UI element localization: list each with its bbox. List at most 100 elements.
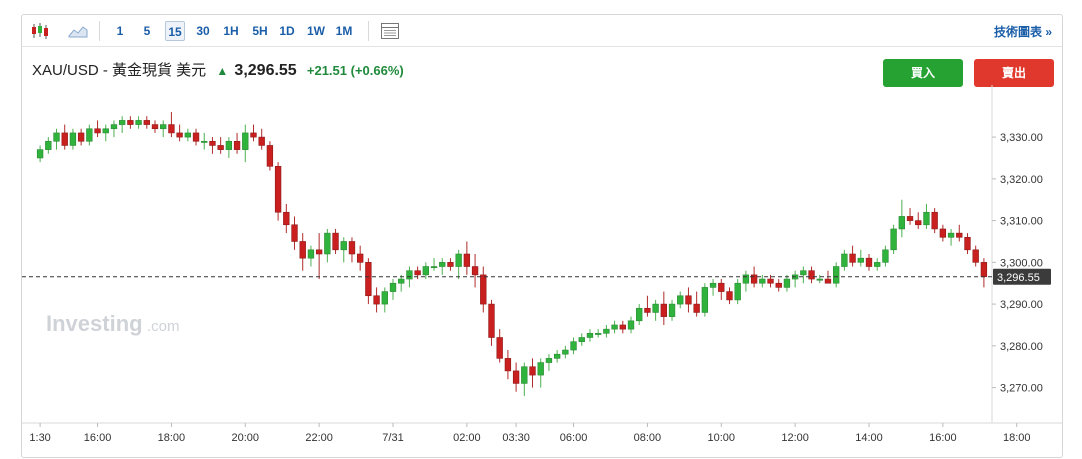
candle-body: [578, 337, 585, 342]
candle-body: [324, 232, 331, 255]
candle-body: [849, 253, 856, 263]
candle-body: [685, 295, 692, 305]
candle-body: [865, 257, 873, 267]
candle: [389, 279, 397, 300]
candle: [496, 329, 503, 363]
candle-body: [135, 120, 142, 125]
candle-body: [603, 328, 610, 334]
candle: [849, 245, 856, 267]
y-tick-label: 3,330.00: [1000, 132, 1043, 144]
candle: [348, 237, 356, 263]
timeframe-5[interactable]: 5: [143, 24, 151, 38]
timeframe-1m[interactable]: 1M: [335, 24, 353, 38]
sell-button[interactable]: 賣出: [974, 59, 1054, 87]
candle: [611, 320, 618, 334]
price-change: +21.51 (+0.66%): [306, 63, 404, 78]
candle-body: [447, 262, 454, 267]
candle-body: [274, 166, 282, 213]
buy-button[interactable]: 買入: [883, 59, 963, 87]
candle-body: [110, 124, 118, 130]
candle-body: [488, 303, 495, 338]
candle-body: [283, 211, 290, 226]
candle-body: [759, 278, 766, 284]
candle: [718, 279, 725, 300]
candle-body: [775, 282, 782, 288]
x-tick-label: 7/31: [382, 432, 403, 444]
candle-body: [890, 228, 897, 251]
candle: [184, 128, 191, 142]
timeframe-30[interactable]: 30: [196, 24, 210, 38]
candle: [726, 287, 733, 305]
x-tick-label: 1:30: [29, 432, 50, 444]
candlestick-icon[interactable]: [29, 21, 51, 41]
candle: [94, 120, 101, 138]
technical-chart-link[interactable]: 技術圖表 »: [993, 25, 1052, 39]
table-view-icon[interactable]: [379, 21, 401, 41]
timeframe-1w[interactable]: 1W: [307, 24, 325, 38]
candle-body: [767, 278, 774, 284]
candle: [537, 358, 544, 388]
candle: [750, 266, 758, 288]
timeframe-5h[interactable]: 5H: [252, 24, 268, 38]
candle: [660, 291, 668, 325]
candle: [168, 112, 175, 138]
x-tick-label: 20:00: [232, 432, 260, 444]
timeframe-15[interactable]: 15: [165, 21, 185, 41]
candle: [709, 279, 717, 296]
candle-body: [250, 132, 257, 138]
candle-body: [168, 124, 175, 134]
candle: [209, 137, 216, 154]
candle: [373, 287, 380, 313]
candle-body: [381, 291, 388, 305]
candle: [488, 299, 495, 346]
candle: [332, 228, 339, 254]
candle-body: [77, 132, 85, 142]
candle: [258, 128, 265, 150]
candle-body: [512, 370, 520, 384]
candle-body: [693, 303, 700, 313]
candle: [956, 224, 963, 242]
area-chart-icon[interactable]: [67, 21, 89, 41]
candle-body: [201, 140, 208, 143]
candle: [939, 224, 947, 242]
candle-body: [496, 337, 503, 359]
candle-body: [931, 211, 938, 230]
candle-body: [233, 140, 241, 150]
candle: [69, 128, 77, 150]
candle-body: [160, 124, 167, 130]
candle-body: [906, 216, 914, 221]
candle: [603, 324, 610, 338]
candle-body: [504, 358, 512, 372]
candle-body: [553, 353, 561, 359]
candle-body: [545, 358, 553, 363]
candle: [324, 228, 331, 263]
candle: [800, 266, 807, 284]
candle-body: [398, 278, 405, 284]
timeframe-1h[interactable]: 1H: [223, 24, 239, 38]
candle: [964, 233, 971, 254]
candle: [201, 132, 208, 150]
candle: [759, 274, 766, 288]
candle-body: [348, 241, 356, 255]
candle-body: [619, 324, 626, 330]
candle-body: [53, 132, 60, 142]
candle-body: [406, 270, 413, 280]
candle: [545, 354, 553, 371]
candle: [947, 228, 955, 246]
candle: [45, 137, 52, 154]
candle-body: [644, 307, 651, 313]
chart-toolbar: 1 5 15 30 1H 5H 1D 1W 1M 技術圖表 »: [22, 15, 1062, 47]
candle-body: [36, 149, 44, 159]
candle: [225, 137, 233, 158]
timeframe-1[interactable]: 1: [116, 24, 124, 38]
candle-body: [430, 266, 438, 269]
candle-body: [94, 128, 101, 134]
candle-body: [242, 132, 249, 150]
x-tick-label: 10:00: [708, 432, 736, 444]
candle-body: [307, 249, 315, 259]
timeframe-1d[interactable]: 1D: [279, 24, 295, 38]
candle-body: [151, 124, 159, 130]
candle-body: [800, 270, 807, 276]
candle: [86, 124, 93, 146]
candle: [77, 128, 85, 146]
